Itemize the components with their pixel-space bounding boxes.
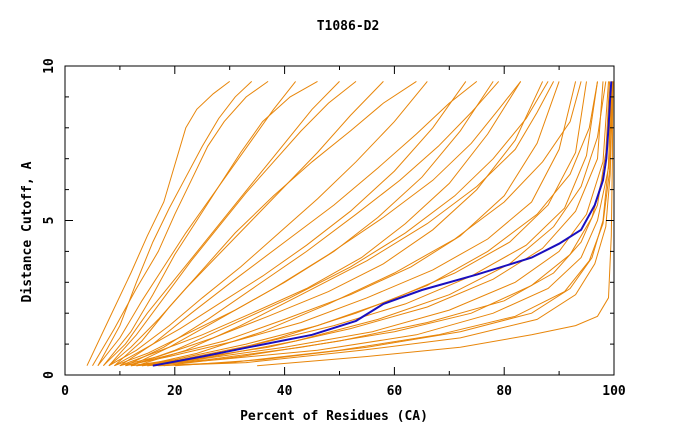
y-tick-label-0: 0 bbox=[42, 371, 57, 379]
model-line-35 bbox=[152, 81, 607, 367]
model-line-18 bbox=[147, 81, 613, 367]
model-line-32 bbox=[163, 81, 611, 367]
model-line-11 bbox=[125, 81, 560, 367]
x-axis-label: Percent of Residues (CA) bbox=[240, 409, 428, 424]
model-line-34 bbox=[130, 81, 549, 367]
model-line-9 bbox=[119, 81, 522, 367]
model-line-20 bbox=[158, 81, 614, 367]
model-line-7 bbox=[114, 81, 467, 367]
model-line-28 bbox=[147, 81, 598, 367]
y-axis-label: Distance Cutoff, A bbox=[20, 161, 35, 302]
model-line-21 bbox=[103, 80, 318, 367]
y-axis-ticks: 0 5 10 bbox=[42, 58, 614, 379]
model-line-25 bbox=[136, 81, 555, 367]
model-line-31 bbox=[257, 81, 614, 367]
model-line-19 bbox=[152, 81, 613, 367]
y-tick-label-5: 5 bbox=[42, 217, 57, 225]
chart-title: T1086-D2 bbox=[317, 19, 380, 34]
x-tick-label-60: 60 bbox=[387, 384, 403, 399]
model-line-16 bbox=[136, 81, 609, 367]
model-line-4 bbox=[103, 81, 340, 367]
model-line-24 bbox=[130, 81, 522, 367]
highlight-series-line bbox=[152, 81, 613, 367]
model-line-5 bbox=[108, 81, 384, 367]
highlight-line bbox=[152, 81, 613, 367]
model-line-1 bbox=[86, 81, 231, 366]
model-line-27 bbox=[141, 81, 582, 367]
model-line-3 bbox=[97, 81, 296, 367]
model-line-30 bbox=[108, 81, 357, 367]
model-line-23 bbox=[119, 81, 478, 367]
model-line-22 bbox=[114, 80, 417, 367]
x-tick-label-80: 80 bbox=[496, 384, 512, 399]
model-line-15 bbox=[136, 81, 604, 367]
x-axis-ticks: 0 20 40 60 80 100 bbox=[61, 66, 626, 399]
model-line-2 bbox=[92, 80, 269, 366]
x-tick-label-100: 100 bbox=[602, 384, 626, 399]
model-line-12 bbox=[125, 81, 577, 367]
model-line-29 bbox=[97, 81, 253, 366]
y-tick-label-10: 10 bbox=[42, 58, 57, 74]
model-line-13 bbox=[130, 81, 587, 367]
model-line-10 bbox=[119, 81, 544, 367]
x-tick-label-40: 40 bbox=[277, 384, 293, 399]
x-tick-label-0: 0 bbox=[61, 384, 69, 399]
x-tick-label-20: 20 bbox=[167, 384, 183, 399]
model-line-26 bbox=[125, 81, 500, 367]
model-line-14 bbox=[130, 81, 598, 367]
model-line-33 bbox=[174, 81, 612, 367]
model-lines bbox=[86, 80, 614, 367]
model-line-6 bbox=[108, 81, 428, 367]
